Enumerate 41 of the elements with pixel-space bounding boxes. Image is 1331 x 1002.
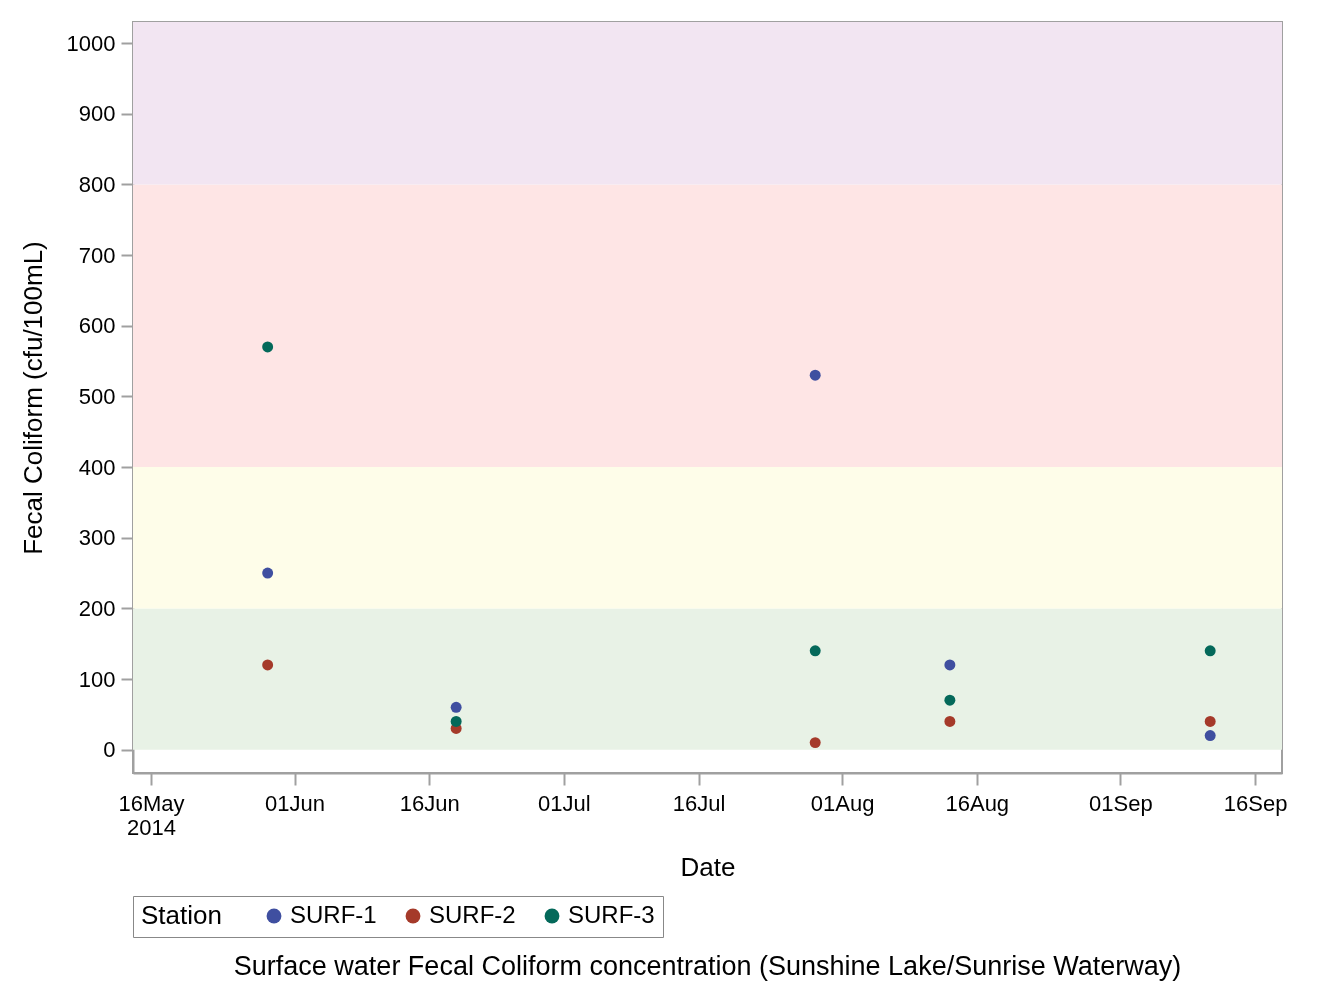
legend-label: SURF-3 (568, 901, 655, 928)
point (1204, 645, 1216, 657)
point (944, 659, 956, 671)
y-tick-label: 0 (103, 737, 116, 763)
point (262, 341, 274, 353)
x-tick-label: 16Aug (945, 790, 1010, 816)
x-tick-label: 16Jul (672, 790, 726, 816)
text: Surface water Fecal Coliform concentration (Sunshine Lake/Sunrise Waterway) (233, 950, 1182, 981)
x-tick-label: 01Aug (810, 790, 875, 816)
point (944, 694, 956, 706)
legend-label: SURF-2 (429, 901, 516, 928)
y-tick-label: 400 (78, 454, 116, 480)
point (450, 701, 462, 713)
point (1204, 730, 1216, 742)
y-tick-label: 100 (78, 666, 116, 692)
x-tick-label: 01Sep (1089, 790, 1153, 816)
point (1204, 715, 1216, 727)
y-tick-label: 500 (78, 383, 116, 409)
point (809, 369, 821, 381)
y-axis-title: Fecal Coliform (cfu/100mL) (17, 241, 48, 555)
y-tick-label: 1000 (66, 30, 116, 56)
point (450, 715, 462, 727)
x-tick-label: 01Jun (265, 790, 326, 816)
legend-title: Station (141, 900, 222, 930)
x-tick-label: 01Jul (538, 790, 591, 816)
y-tick-label: 700 (78, 242, 116, 268)
y-tick-label: 600 (78, 313, 116, 339)
x-tick-label: 16Jun (399, 790, 460, 816)
y-tick-label: 900 (78, 101, 116, 127)
x-tick-label: 16May 2014 (118, 790, 185, 840)
point (262, 567, 274, 579)
point (944, 715, 956, 727)
x-tick-label: 16Sep (1223, 790, 1288, 816)
y-tick-label: 300 (78, 525, 116, 551)
legend-label: SURF-1 (290, 901, 377, 928)
y-tick-label: 200 (78, 595, 116, 621)
point (262, 659, 274, 671)
point (809, 645, 821, 657)
point (809, 737, 821, 749)
y-tick-label: 800 (78, 171, 116, 197)
x-axis-title: Date (680, 851, 736, 882)
